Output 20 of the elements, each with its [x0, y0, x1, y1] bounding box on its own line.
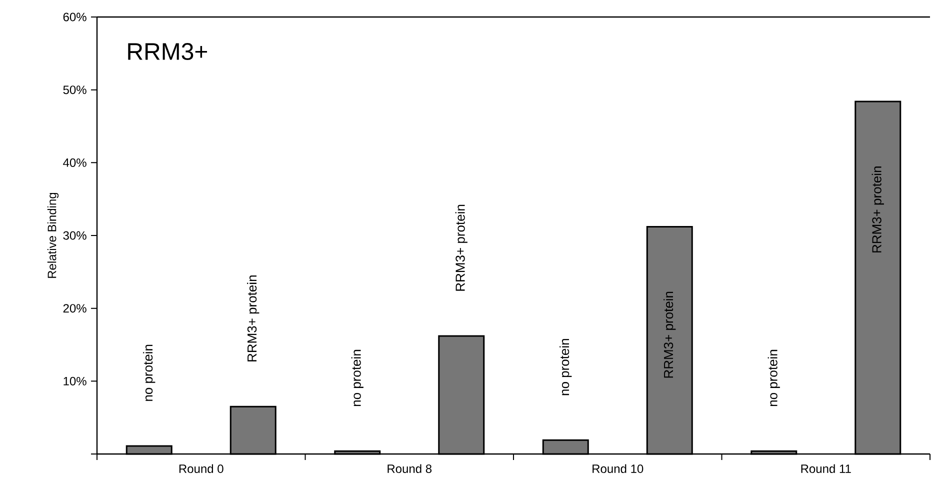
x-tick-label: Round 8: [388, 464, 432, 474]
text: RRM3+: [128, 43, 208, 60]
text: RRM3+ protein: [455, 204, 468, 291]
text: no protein: [143, 344, 156, 401]
x-tick-label: Round 0: [179, 464, 224, 474]
series-label: RRM3+ protein: [872, 166, 884, 252]
text: RRM3+ protein: [664, 292, 676, 378]
text: no protein: [768, 350, 780, 406]
text: no protein: [560, 339, 572, 396]
y-tick-label: 10%: [64, 376, 86, 386]
y-tick-label: 20%: [63, 304, 86, 313]
x-tick-label: Round 11: [801, 464, 851, 474]
y-tick-label: 60%: [63, 12, 86, 22]
y-tick-label: 40%: [63, 158, 86, 167]
text: no protein: [351, 350, 364, 406]
text: RRM3+ protein: [247, 276, 260, 362]
y-tick-label: 50%: [63, 86, 86, 94]
x-tick-label: Round 10: [592, 464, 644, 474]
y-axis-title: Relative Binding: [47, 192, 59, 278]
y-tick-label: 30%: [63, 231, 86, 240]
